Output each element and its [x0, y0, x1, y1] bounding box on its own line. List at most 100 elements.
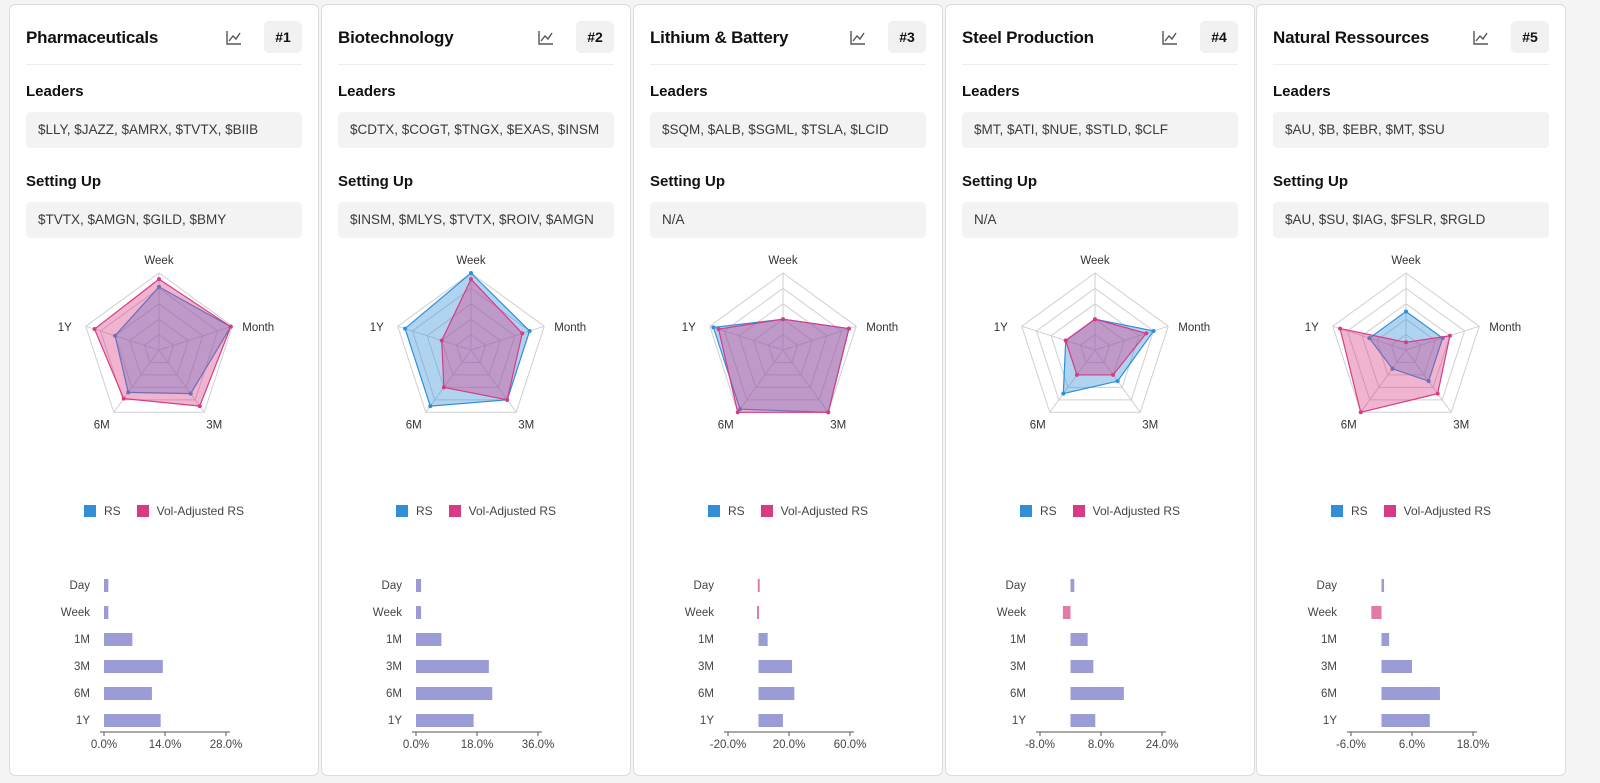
radar-point [1063, 338, 1068, 343]
radar-point [1151, 328, 1156, 333]
radar-point [1426, 379, 1431, 384]
card-header: Biotechnology #2 [338, 19, 614, 65]
bar-category-label: Day [1006, 580, 1027, 592]
radar-grid [1021, 272, 1169, 413]
line-chart-icon[interactable] [224, 29, 244, 47]
x-tick-label: 6.0% [1399, 739, 1425, 751]
bar [1381, 660, 1412, 673]
legend-swatch [1019, 505, 1032, 517]
radar-point [781, 317, 785, 322]
leaders-tickers: $MT, $ATI, $NUE, $STLD, $CLF [962, 112, 1238, 148]
x-tick-label: -8.0% [1025, 739, 1055, 751]
legend-item-vol-adjusted[interactable]: Vol-Adjusted RS [760, 503, 868, 519]
legend-item-vol-adjusted[interactable]: Vol-Adjusted RS [1072, 503, 1180, 519]
radar-point [113, 333, 118, 338]
radar-grid-ring [143, 333, 175, 363]
x-tick-label: 24.0% [1146, 739, 1179, 751]
radar-point [157, 284, 161, 289]
radar-point [126, 390, 131, 395]
radar-point [441, 385, 446, 390]
x-tick-label: 20.0% [773, 739, 806, 751]
legend-item-rs[interactable]: RS [83, 503, 121, 519]
bar [758, 687, 795, 700]
line-chart-icon[interactable] [536, 29, 556, 47]
bar-category-label: Day [694, 580, 715, 592]
bar-category-label: 3M [1010, 661, 1026, 673]
legend-item-rs[interactable]: RS [1019, 503, 1057, 519]
radar-grid-ring [455, 333, 487, 363]
sector-card: Pharmaceuticals #1 Leaders $LLY, $JAZZ, $AM… [9, 4, 319, 776]
sector-title: Natural Ressources [1273, 28, 1430, 47]
radar-series-area [717, 318, 850, 413]
radar-grid-ring [1035, 287, 1155, 401]
setting-up-label: Setting Up [26, 173, 101, 190]
radar-point [403, 326, 408, 331]
line-chart-icon[interactable] [1160, 29, 1180, 47]
leaders-tickers: $SQM, $ALB, $SGML, $TSLA, $LCID [650, 112, 926, 148]
bar-chart: Day Week 1M 3M 6M 1Y -8.0% 8.0% 24.0% [997, 579, 1179, 751]
bar-chart: Day Week 1M 3M 6M 1Y -20.0% 20.0% 60.0% [685, 579, 867, 751]
radar-spoke [425, 349, 472, 413]
radar-chart: Week Month 3M 6M 1Y [994, 255, 1210, 431]
x-tick-label: 60.0% [834, 739, 867, 751]
x-tick-label: 14.0% [149, 739, 182, 751]
radar-grid-ring [114, 303, 204, 388]
x-tick-label: 36.0% [522, 739, 555, 751]
sector-card: Natural Ressources #5 Leaders $AU, $B, $EBR… [1256, 4, 1566, 776]
legend-label: Vol-Adjusted RS [468, 504, 557, 518]
radar-point [527, 328, 532, 333]
bar [1381, 687, 1440, 700]
bar [1070, 579, 1075, 592]
radar-series-area [1368, 310, 1444, 382]
leaders-tickers: $AU, $B, $EBR, $MT, $SU [1273, 112, 1549, 148]
bar [104, 633, 133, 646]
legend-item-vol-adjusted[interactable]: Vol-Adjusted RS [1383, 503, 1491, 519]
radar-point [1358, 410, 1363, 415]
radar-chart: Week Month 3M 6M 1Y [682, 255, 898, 431]
bar [1381, 714, 1430, 727]
bar-category-label: 1Y [76, 715, 90, 727]
radar-spoke [158, 349, 205, 413]
radar-point [1093, 317, 1097, 322]
radar-grid-ring [1390, 333, 1422, 363]
radar-axis-label: 6M [718, 419, 734, 431]
x-tick-label: -6.0% [1336, 739, 1366, 751]
radar-point [197, 404, 202, 409]
bar-category-label: Day [1317, 580, 1338, 592]
radar-spoke [782, 349, 829, 413]
radar-grid-ring [411, 287, 531, 401]
setting-up-tickers: $INSM, $MLYS, $TVTX, $ROIV, $AMGN [338, 202, 614, 238]
x-tick-label: -20.0% [710, 739, 746, 751]
radar-point [469, 277, 473, 282]
legend-swatch [1330, 505, 1343, 517]
leaders-label: Leaders [962, 83, 1020, 100]
radar-point [439, 338, 444, 343]
setting-up-tickers: $TVTX, $AMGN, $GILD, $BMY [26, 202, 302, 238]
radar-spoke [709, 325, 784, 351]
bar [757, 579, 760, 592]
radar-point [1144, 331, 1149, 336]
legend-swatch [136, 505, 149, 517]
radar-axis-label: 1Y [682, 322, 696, 334]
radar-grid-ring [441, 318, 501, 376]
legend-item-vol-adjusted[interactable]: Vol-Adjusted RS [448, 503, 557, 519]
bar-category-label: 1Y [700, 715, 714, 727]
chart-legend: RS Vol-Adjusted RS [1257, 503, 1565, 519]
legend-item-rs[interactable]: RS [395, 503, 433, 519]
legend-item-vol-adjusted[interactable]: Vol-Adjusted RS [136, 503, 244, 519]
radar-axis-label: 1Y [994, 322, 1008, 334]
line-chart-icon[interactable] [848, 29, 868, 47]
bar-category-label: 6M [698, 688, 714, 700]
chart-legend: RS Vol-Adjusted RS [10, 503, 318, 519]
radar-point [157, 277, 161, 282]
legend-item-rs[interactable]: RS [707, 503, 745, 519]
legend-item-rs[interactable]: RS [1330, 503, 1368, 519]
radar-axis-label: Month [866, 322, 898, 334]
radar-series-area [404, 272, 531, 407]
line-chart-icon[interactable] [1471, 29, 1491, 47]
radar-point [711, 325, 716, 330]
radar-axis-label: 3M [518, 419, 534, 431]
radar-grid-ring [426, 303, 516, 388]
radar-grid-ring [753, 318, 813, 376]
bar-category-label: 3M [74, 661, 90, 673]
